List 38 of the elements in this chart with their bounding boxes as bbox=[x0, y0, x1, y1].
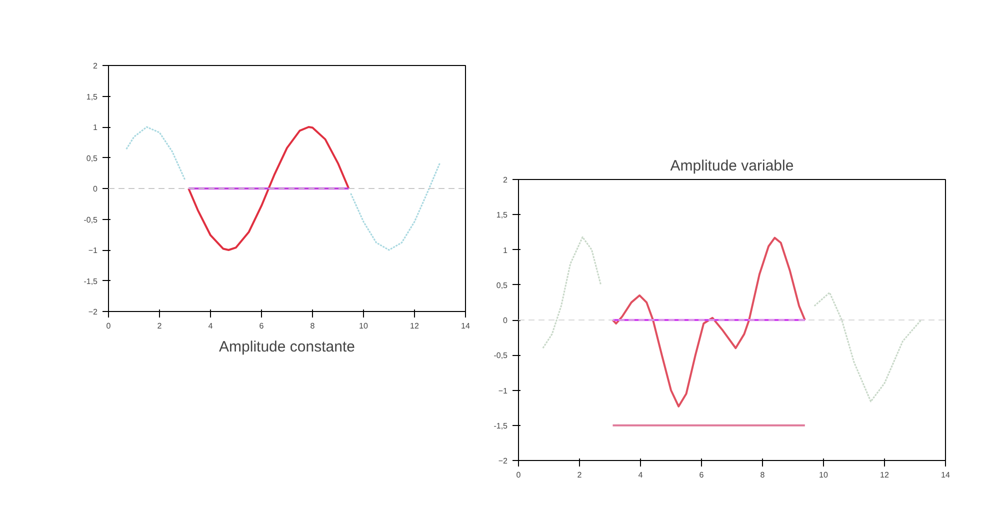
x-tick-label: 8 bbox=[310, 322, 316, 330]
y-tick-label: 0,5 bbox=[496, 280, 508, 290]
y-tick-label: 2 bbox=[503, 176, 508, 184]
y-tick-label: 0 bbox=[93, 184, 98, 194]
x-tick-label: 4 bbox=[208, 322, 214, 330]
y-tick-label: -0,5 bbox=[494, 351, 508, 360]
y-tick-label: −2 bbox=[88, 308, 98, 316]
y-tick-label: 1 bbox=[503, 246, 508, 255]
x-tick-label: 12 bbox=[410, 322, 420, 330]
x-tick-label: 0 bbox=[516, 470, 522, 480]
y-tick-label: 1,5 bbox=[496, 210, 508, 220]
x-tick-label: 10 bbox=[359, 322, 368, 330]
y-tick-label: 0 bbox=[503, 316, 508, 325]
y-tick-label: 1 bbox=[93, 123, 98, 132]
y-tick-label: 2 bbox=[93, 62, 98, 70]
y-tick-label: 0,5 bbox=[86, 154, 98, 163]
x-tick-label: 4 bbox=[638, 470, 644, 480]
x-tick-label: 0 bbox=[106, 322, 112, 330]
x-tick-label: 12 bbox=[880, 470, 890, 480]
x-tick-label: 6 bbox=[699, 470, 704, 480]
y-tick-label: -1,5 bbox=[494, 421, 508, 430]
x-tick-label: 10 bbox=[819, 470, 828, 480]
x-tick-label: 14 bbox=[461, 322, 470, 330]
y-tick-label: 1,5 bbox=[86, 92, 98, 102]
x-tick-label: 2 bbox=[577, 470, 582, 480]
x-tick-label: 2 bbox=[157, 322, 162, 330]
line-series bbox=[188, 126, 350, 251]
y-tick-label: −1 bbox=[498, 386, 508, 396]
text: Amplitude constante bbox=[219, 338, 355, 356]
x-tick-label: 8 bbox=[760, 470, 766, 480]
x-tick-label: 14 bbox=[941, 470, 950, 480]
y-tick-label: -1,5 bbox=[84, 276, 98, 286]
y-tick-label: -0,5 bbox=[84, 215, 98, 224]
x-tick-label: 6 bbox=[259, 322, 264, 330]
y-tick-label: −1 bbox=[88, 246, 98, 255]
y-tick-label: −2 bbox=[498, 456, 508, 466]
chart-title: Amplitude variable bbox=[670, 158, 794, 174]
line-series bbox=[612, 236, 806, 408]
